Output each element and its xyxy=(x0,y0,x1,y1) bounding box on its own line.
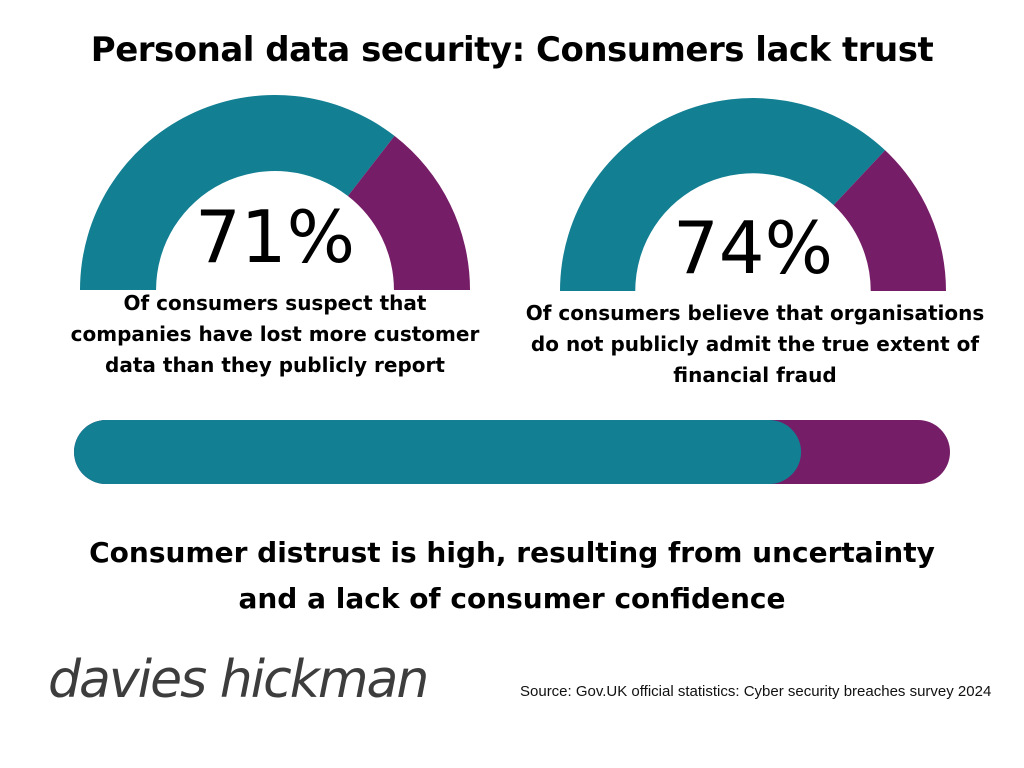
source-note: Source: Gov.UK official statistics: Cybe… xyxy=(520,683,992,700)
caption-line: companies have lost more customer xyxy=(70,322,480,346)
gauge-fill-segment xyxy=(560,98,886,291)
gauge-remainder-segment xyxy=(833,150,946,291)
gauge-value-label: 74% xyxy=(672,206,834,290)
page-title: Personal data security: Consumers lack t… xyxy=(90,30,934,70)
conclusion-line: Consumer distrust is high, resulting fro… xyxy=(89,536,935,569)
gauge-svg xyxy=(560,98,946,291)
gauge-chart-fraud-admission: 74% xyxy=(560,98,946,291)
conclusion-text: Consumer distrust is high, resulting fro… xyxy=(40,530,984,622)
caption-line: data than they publicly report xyxy=(105,353,445,377)
progress-bar xyxy=(74,420,950,484)
caption-line: Of consumers believe that organisations xyxy=(525,301,985,325)
caption-line: do not publicly admit the true extent of xyxy=(530,332,980,356)
progress-fill xyxy=(74,420,802,484)
gauge-remainder-segment xyxy=(347,135,470,290)
gauge-chart-suspect-data-loss: 71% xyxy=(80,95,470,290)
caption-line: Of consumers suspect that xyxy=(123,291,427,315)
brand-logo: davies hickman xyxy=(48,650,429,710)
caption-line: financial fraud xyxy=(673,363,837,387)
gauge-caption-fraud-admission: Of consumers believe that organisations … xyxy=(505,298,1005,391)
gauge-value-label: 71% xyxy=(194,195,356,279)
gauge-svg xyxy=(80,95,470,290)
conclusion-line: and a lack of consumer confidence xyxy=(238,582,786,615)
gauge-caption-suspect-data-loss: Of consumers suspect that companies have… xyxy=(40,288,510,381)
gauge-fill-segment xyxy=(80,95,395,290)
